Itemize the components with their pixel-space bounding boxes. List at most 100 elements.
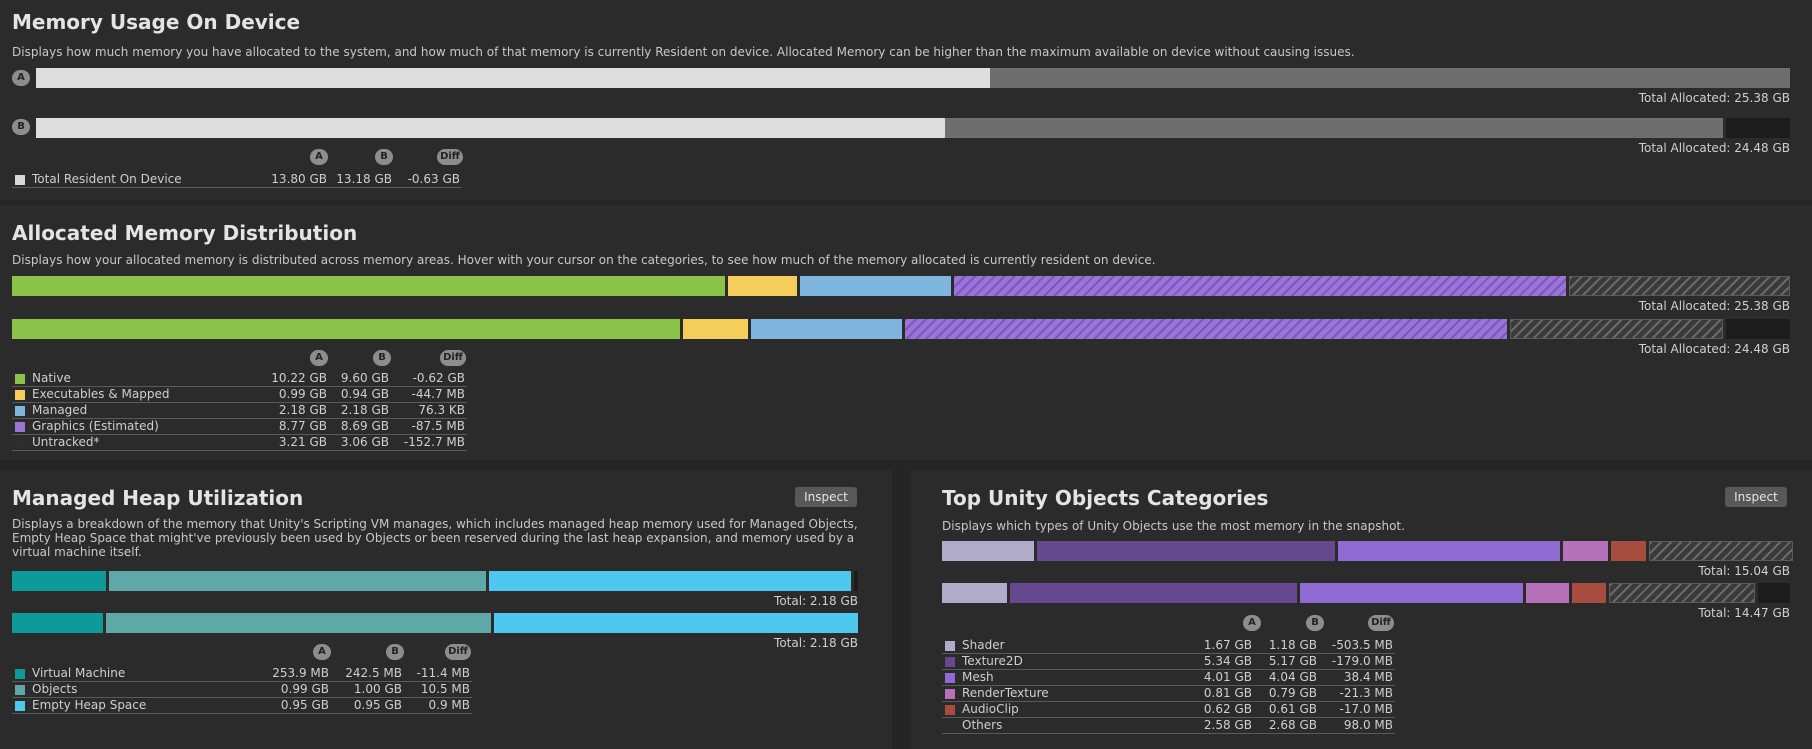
value-a: 2.18 GB <box>278 403 327 417</box>
executables-segment[interactable] <box>728 276 797 296</box>
resident-segment[interactable] <box>36 118 945 138</box>
texture2d-segment[interactable] <box>1010 583 1297 603</box>
audioclip-segment[interactable] <box>1572 583 1606 603</box>
total-allocated-b: Total Allocated: 24.48 GB <box>1638 342 1790 356</box>
empty-heap-segment[interactable] <box>494 613 858 633</box>
empty-heap-segment[interactable] <box>489 571 851 591</box>
table-row[interactable]: Native 10.22 GB 9.60 GB -0.62 GB <box>12 371 467 387</box>
virtual-machine-segment[interactable] <box>12 571 106 591</box>
value-b: 1.18 GB <box>1268 638 1317 652</box>
value-diff: 38.4 MB <box>1343 670 1393 684</box>
legend-swatch <box>15 422 25 432</box>
managed-segment[interactable] <box>800 276 951 296</box>
row-label: Mesh <box>962 670 994 684</box>
audioclip-segment[interactable] <box>1611 541 1646 561</box>
table-row[interactable]: Executables & Mapped 0.99 GB 0.94 GB -44… <box>12 387 467 403</box>
legend-swatch <box>945 657 955 667</box>
value-b: 4.04 GB <box>1268 670 1317 684</box>
inspect-button[interactable]: Inspect <box>1725 487 1787 507</box>
table-row[interactable]: Shader 1.67 GB 1.18 GB -503.5 MB <box>942 638 1395 654</box>
legend-swatch <box>15 390 25 400</box>
value-b: 9.60 GB <box>340 371 389 385</box>
inspect-button[interactable]: Inspect <box>795 487 857 507</box>
value-a: 0.99 GB <box>280 682 329 696</box>
executables-segment[interactable] <box>683 319 748 339</box>
row-label: Others <box>962 718 1003 732</box>
heap-total-b: Total: 2.18 GB <box>774 636 858 650</box>
resident-segment[interactable] <box>36 68 990 88</box>
distribution-bar-a[interactable] <box>12 276 1790 296</box>
row-label: Virtual Machine <box>32 666 126 680</box>
column-diff-header: Diff <box>1368 615 1394 631</box>
resident-bar-a[interactable] <box>36 68 1790 88</box>
legend-swatch <box>15 438 25 448</box>
column-b-header: B <box>386 644 404 660</box>
others-segment[interactable] <box>1609 583 1755 603</box>
table-row[interactable]: Untracked* 3.21 GB 3.06 GB -152.7 MB <box>12 435 467 451</box>
table-row[interactable]: Mesh 4.01 GB 4.04 GB 38.4 MB <box>942 670 1395 686</box>
table-row[interactable]: Others 2.58 GB 2.68 GB 98.0 MB <box>942 718 1395 734</box>
legend-swatch <box>945 641 955 651</box>
untracked-segment[interactable] <box>1569 276 1790 296</box>
value-a: 4.01 GB <box>1203 670 1252 684</box>
value-diff: -87.5 MB <box>411 419 465 433</box>
row-label: Untracked* <box>32 435 100 449</box>
allocated-segment[interactable] <box>945 118 1723 138</box>
mesh-segment[interactable] <box>1338 541 1560 561</box>
graphics-segment[interactable] <box>905 319 1507 339</box>
shader-segment[interactable] <box>942 583 1007 603</box>
row-label: Texture2D <box>962 654 1023 668</box>
objects-bar-a[interactable] <box>942 541 1793 561</box>
section-description: Displays a breakdown of the memory that … <box>12 517 858 559</box>
others-segment[interactable] <box>1649 541 1793 561</box>
objects-segment[interactable] <box>106 613 491 633</box>
objects-bar-b[interactable] <box>942 583 1790 603</box>
row-label: AudioClip <box>962 702 1019 716</box>
table-row[interactable]: Objects 0.99 GB 1.00 GB 10.5 MB <box>12 682 472 698</box>
legend-swatch <box>15 175 25 185</box>
total-allocated-a: Total Allocated: 25.38 GB <box>1638 299 1790 313</box>
snapshot-a-badge: A <box>12 70 30 86</box>
untracked-segment[interactable] <box>1510 319 1723 339</box>
value-b: 242.5 MB <box>345 666 402 680</box>
allocated-segment[interactable] <box>990 68 1790 88</box>
heap-bar-a[interactable] <box>12 571 858 591</box>
value-a: 0.81 GB <box>1203 686 1252 700</box>
objects-total-b: Total: 14.47 GB <box>1698 606 1790 620</box>
objects-segment[interactable] <box>109 571 486 591</box>
distribution-bar-b[interactable] <box>12 319 1790 339</box>
virtual-machine-segment[interactable] <box>12 613 103 633</box>
table-row[interactable]: RenderTexture 0.81 GB 0.79 GB -21.3 MB <box>942 686 1395 702</box>
section-title: Memory Usage On Device <box>12 10 301 34</box>
table-row[interactable]: Managed 2.18 GB 2.18 GB 76.3 KB <box>12 403 467 419</box>
table-row[interactable]: Virtual Machine 253.9 MB 242.5 MB -11.4 … <box>12 666 472 682</box>
shader-segment[interactable] <box>942 541 1034 561</box>
value-a: 3.21 GB <box>278 435 327 449</box>
table-row[interactable]: AudioClip 0.62 GB 0.61 GB -17.0 MB <box>942 702 1395 718</box>
value-diff: -152.7 MB <box>403 435 465 449</box>
heap-bar-b[interactable] <box>12 613 858 633</box>
managed-segment[interactable] <box>751 319 902 339</box>
column-b-header: B <box>373 350 391 366</box>
rendertexture-segment[interactable] <box>1563 541 1608 561</box>
mesh-segment[interactable] <box>1300 583 1523 603</box>
resident-bar-b[interactable] <box>36 118 1790 138</box>
value-diff: -44.7 MB <box>411 387 465 401</box>
native-segment[interactable] <box>12 276 725 296</box>
table-row[interactable]: Graphics (Estimated) 8.77 GB 8.69 GB -87… <box>12 419 467 435</box>
heap-total-a: Total: 2.18 GB <box>774 594 858 608</box>
row-label: Executables & Mapped <box>32 387 170 401</box>
section-title: Managed Heap Utilization <box>12 486 304 510</box>
table-row[interactable]: Total Resident On Device 13.80 GB 13.18 … <box>12 172 462 188</box>
native-segment[interactable] <box>12 319 680 339</box>
row-label: Objects <box>32 682 78 696</box>
column-diff-header: Diff <box>445 644 471 660</box>
graphics-segment[interactable] <box>954 276 1566 296</box>
value-diff: -179.0 MB <box>1331 654 1393 668</box>
table-row[interactable]: Texture2D 5.34 GB 5.17 GB -179.0 MB <box>942 654 1395 670</box>
table-row[interactable]: Empty Heap Space 0.95 GB 0.95 GB 0.9 MB <box>12 698 472 714</box>
texture2d-segment[interactable] <box>1037 541 1335 561</box>
rendertexture-segment[interactable] <box>1526 583 1569 603</box>
column-diff-header: Diff <box>437 149 463 165</box>
memory-usage-section: Memory Usage On Device Displays how much… <box>0 0 1812 200</box>
